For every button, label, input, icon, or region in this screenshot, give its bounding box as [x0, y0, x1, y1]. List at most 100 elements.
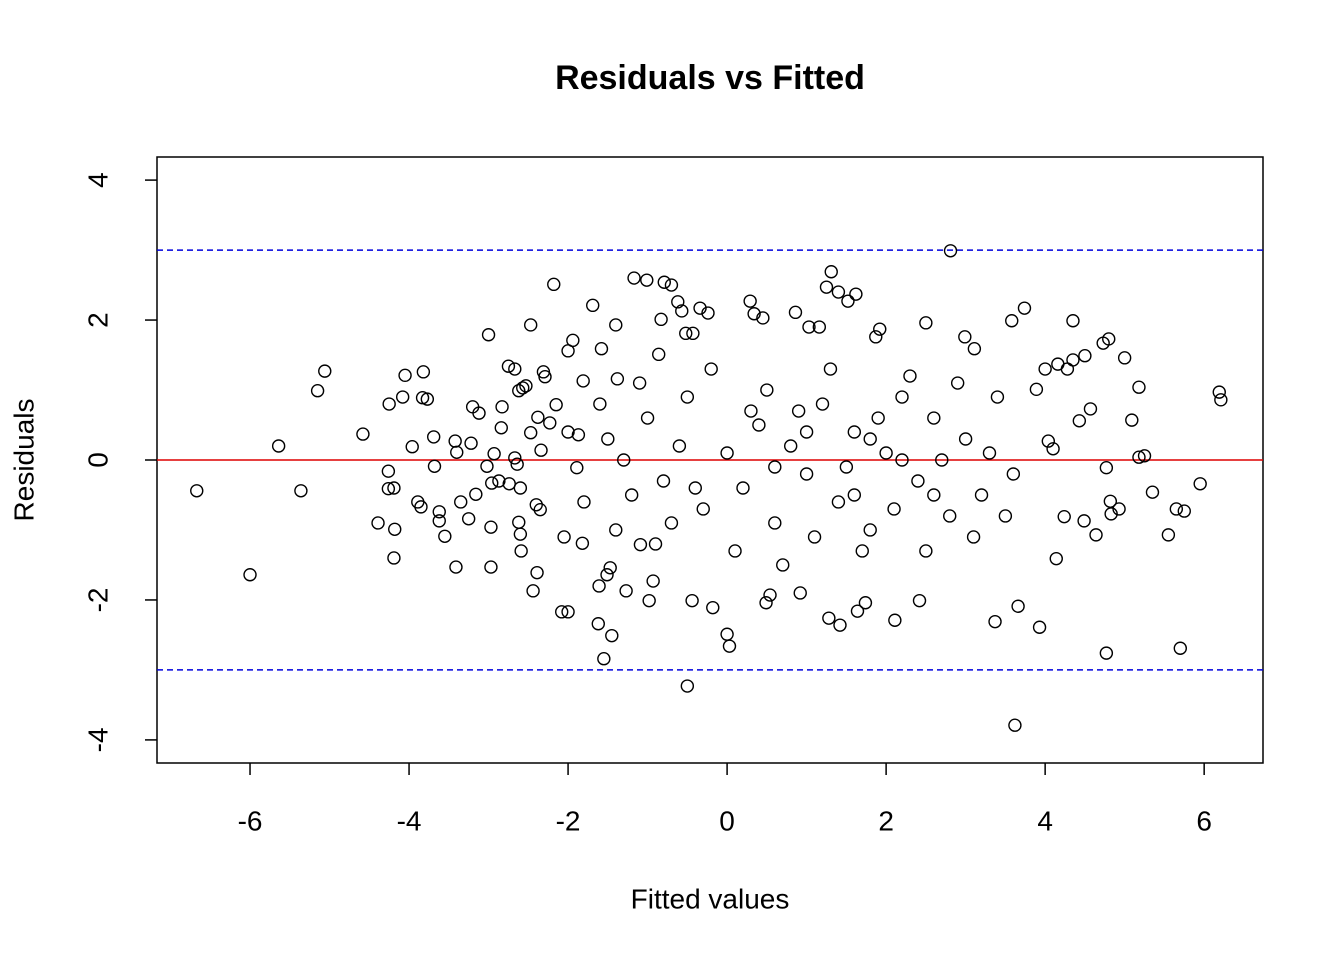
y-axis-label: Residuals: [8, 399, 39, 522]
point: [1112, 502, 1126, 516]
point: [586, 298, 600, 313]
point: [858, 596, 873, 610]
point: [516, 381, 530, 395]
point: [784, 439, 798, 453]
point: [508, 451, 522, 465]
point: [919, 316, 933, 330]
point: [654, 312, 668, 327]
point: [485, 476, 499, 490]
point: [935, 453, 949, 467]
point: [849, 287, 863, 301]
point: [672, 439, 687, 453]
point: [190, 484, 204, 498]
point: [533, 502, 547, 517]
y-tick-label: 2: [82, 312, 113, 328]
point: [530, 565, 544, 580]
point: [1072, 414, 1087, 428]
point: [831, 285, 846, 299]
point: [593, 397, 607, 411]
point: [508, 362, 522, 376]
point: [833, 618, 847, 632]
point: [642, 593, 656, 608]
point: [704, 362, 718, 376]
point: [519, 379, 533, 393]
point: [855, 544, 869, 558]
point: [1193, 477, 1207, 491]
point: [609, 318, 623, 332]
point: [1066, 353, 1080, 367]
point: [549, 398, 563, 412]
point: [1038, 362, 1052, 376]
point: [966, 530, 981, 544]
point: [823, 362, 838, 376]
point: [1006, 467, 1021, 481]
point: [1145, 485, 1160, 499]
point: [879, 446, 893, 460]
point: [768, 516, 782, 530]
point: [720, 627, 734, 641]
point: [831, 495, 846, 509]
point: [566, 333, 580, 348]
point: [847, 425, 862, 439]
point: [495, 400, 509, 414]
point: [487, 447, 501, 461]
x-tick-label: -2: [556, 805, 581, 836]
point: [1049, 551, 1063, 566]
point: [627, 271, 641, 285]
point: [688, 481, 702, 495]
point: [1214, 393, 1228, 407]
point: [524, 426, 538, 440]
point: [1173, 641, 1188, 655]
y-tick-label: 0: [82, 452, 113, 468]
point: [736, 481, 750, 495]
point: [802, 320, 816, 334]
point: [819, 280, 834, 294]
point: [1102, 332, 1116, 346]
point: [652, 347, 666, 362]
point: [617, 453, 631, 467]
point: [888, 613, 902, 627]
point: [432, 514, 446, 528]
point: [1066, 314, 1080, 328]
x-tick-label: 0: [719, 805, 735, 836]
point: [990, 390, 1005, 404]
point: [538, 370, 552, 384]
point: [871, 411, 885, 425]
point: [605, 628, 619, 643]
point: [728, 544, 742, 558]
point: [481, 328, 496, 342]
point: [1060, 362, 1075, 376]
point: [543, 416, 557, 430]
point: [381, 481, 396, 496]
point: [680, 390, 695, 404]
point: [648, 537, 663, 551]
point: [501, 359, 516, 373]
point: [927, 488, 941, 502]
point: [576, 374, 590, 388]
point: [371, 516, 385, 530]
point: [768, 460, 782, 474]
point: [720, 446, 734, 460]
point: [1177, 504, 1191, 518]
point: [484, 560, 498, 574]
point: [513, 481, 528, 495]
point: [294, 484, 308, 498]
x-tick-label: 6: [1196, 805, 1212, 836]
point: [513, 527, 528, 541]
point: [480, 459, 494, 473]
x-tick-label: -4: [397, 805, 422, 836]
point: [1078, 349, 1092, 363]
point: [1083, 402, 1098, 416]
point: [943, 509, 957, 523]
point: [640, 411, 655, 425]
point: [449, 560, 463, 574]
point: [591, 617, 605, 631]
point: [646, 574, 660, 588]
point: [1041, 434, 1056, 448]
point: [671, 295, 685, 309]
point: [531, 410, 545, 425]
point: [571, 428, 586, 442]
point: [461, 512, 476, 526]
point: [793, 586, 807, 600]
point: [943, 244, 958, 258]
